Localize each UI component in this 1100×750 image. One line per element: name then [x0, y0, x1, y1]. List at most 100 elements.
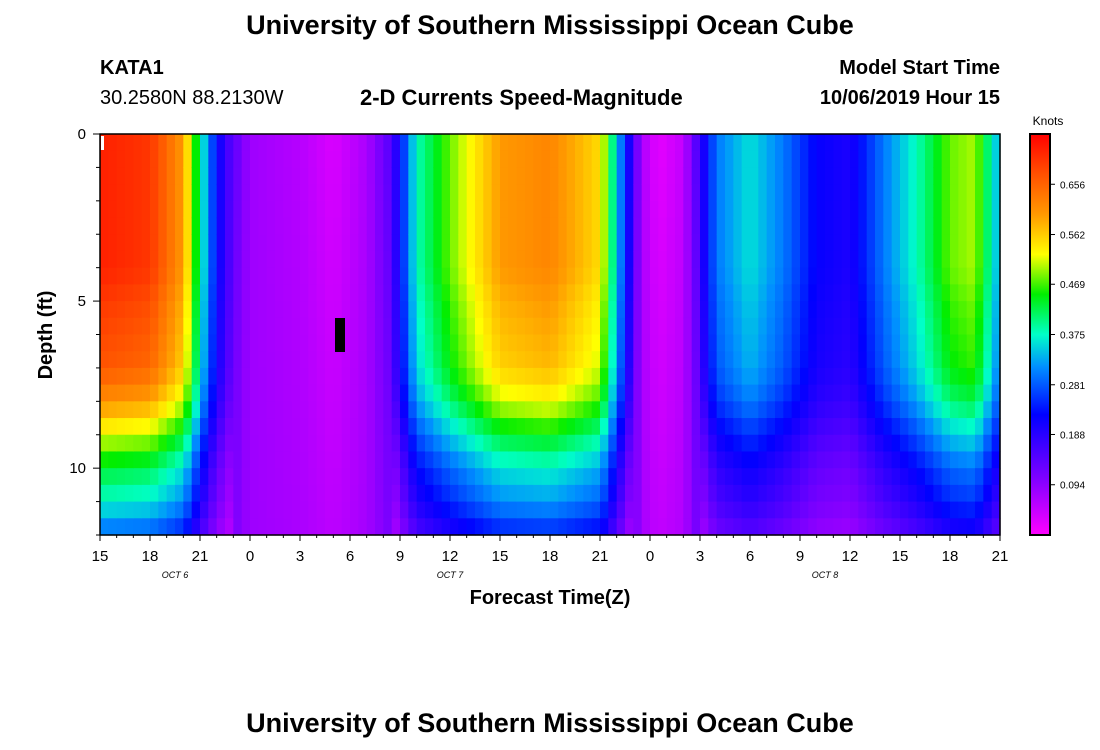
heat-cell	[325, 518, 334, 536]
heat-cell	[775, 334, 784, 352]
heat-cell	[375, 134, 384, 152]
heat-cell	[550, 250, 559, 269]
heat-cell	[925, 468, 934, 486]
heat-cell	[716, 518, 726, 536]
heat-cell	[883, 468, 893, 486]
heat-cell	[358, 418, 368, 436]
heat-cell	[716, 401, 726, 419]
heat-cell	[566, 284, 576, 302]
heat-cell	[308, 267, 318, 285]
heat-cell	[783, 134, 793, 152]
heat-cell	[850, 150, 859, 169]
heat-cell	[666, 317, 676, 336]
heat-cell	[766, 401, 776, 419]
heat-cell	[158, 451, 168, 469]
heat-cell	[283, 468, 293, 486]
heat-cell	[966, 134, 976, 152]
heat-cell	[283, 284, 293, 302]
heat-cell	[158, 234, 168, 252]
heat-cell	[116, 451, 126, 469]
heat-cell	[216, 451, 226, 469]
heat-cell	[141, 150, 151, 169]
heat-cell	[875, 150, 884, 169]
heat-cell	[641, 217, 651, 235]
heat-cell	[541, 134, 551, 152]
heat-cell	[683, 501, 693, 519]
heat-cell	[508, 234, 518, 252]
heat-cell	[200, 301, 209, 319]
heat-cell	[916, 484, 926, 503]
heat-cell	[808, 384, 818, 402]
heat-cell	[200, 167, 209, 185]
heat-cell	[766, 167, 776, 185]
heat-cell	[133, 301, 143, 319]
heat-cell	[183, 468, 193, 486]
heat-cell	[150, 434, 159, 453]
heat-cell	[491, 284, 501, 302]
heat-cell	[275, 317, 284, 336]
heat-cell	[191, 518, 201, 536]
heat-cell	[208, 451, 218, 469]
heat-cell	[466, 301, 476, 319]
heat-cell	[283, 217, 293, 235]
heat-cell	[391, 418, 401, 436]
heat-cell	[775, 367, 784, 386]
heat-cell	[150, 334, 159, 352]
heat-cell	[375, 367, 384, 386]
heat-cell	[333, 468, 343, 486]
heat-cell	[741, 484, 751, 503]
heat-cell	[591, 334, 601, 352]
heat-cell	[983, 468, 993, 486]
colorbar-tick-label: 0.562	[1060, 231, 1085, 242]
heat-cell	[333, 200, 343, 219]
heat-cell	[325, 317, 334, 336]
heat-cell	[275, 367, 284, 386]
heat-cell	[675, 184, 684, 202]
heat-cell	[608, 334, 618, 352]
heat-cell	[916, 501, 926, 519]
heat-cell	[866, 284, 876, 302]
heat-cell	[491, 418, 501, 436]
heat-cell	[316, 401, 326, 419]
heat-cell	[616, 200, 626, 219]
heat-cell	[491, 468, 501, 486]
heat-cell	[766, 250, 776, 269]
heat-cell	[141, 317, 151, 336]
heat-cell	[291, 250, 301, 269]
heat-cell	[316, 167, 326, 185]
heat-cell	[558, 351, 568, 369]
heat-cell	[300, 317, 309, 336]
heat-cell	[883, 250, 893, 269]
heat-cell	[391, 167, 401, 185]
heat-cell	[116, 184, 126, 202]
heat-cell	[983, 451, 993, 469]
heat-cell	[958, 301, 968, 319]
heat-cell	[108, 134, 118, 152]
heat-cell	[833, 234, 843, 252]
heat-cell	[475, 334, 484, 352]
heat-cell	[941, 418, 951, 436]
heat-cell	[150, 384, 159, 402]
heat-cell	[558, 250, 568, 269]
heat-cell	[408, 384, 418, 402]
heat-cell	[625, 434, 634, 453]
heat-cell	[400, 501, 409, 519]
heat-cell	[475, 267, 484, 285]
x-tick-label: 0	[246, 548, 254, 565]
heat-cell	[958, 217, 968, 235]
heat-cell	[191, 317, 201, 336]
heat-cell	[750, 384, 759, 402]
heat-cell	[400, 234, 409, 252]
heat-cell	[366, 167, 376, 185]
heat-cell	[333, 384, 343, 402]
heat-cell	[650, 317, 659, 336]
heat-cell	[475, 451, 484, 469]
x-tick-label: 6	[346, 548, 354, 565]
heat-cell	[950, 150, 959, 169]
heat-cell	[658, 501, 668, 519]
heat-cell	[591, 484, 601, 503]
heat-cell	[591, 384, 601, 402]
heat-cell	[841, 367, 851, 386]
heat-cell	[441, 234, 451, 252]
heat-cell	[225, 418, 234, 436]
